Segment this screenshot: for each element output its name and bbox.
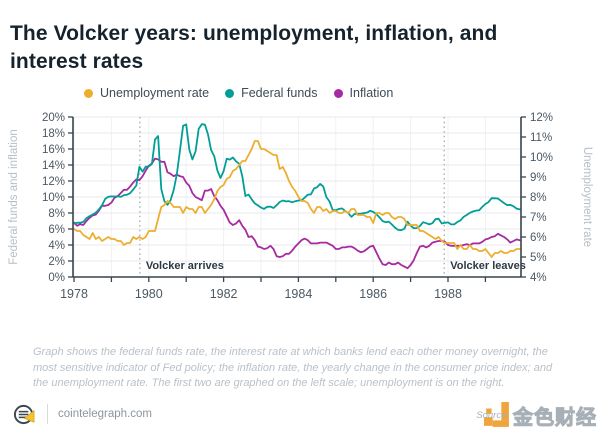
legend: Unemployment rate Federal funds Inflatio… xyxy=(84,86,393,100)
svg-text:1988: 1988 xyxy=(434,287,462,301)
svg-text:4%: 4% xyxy=(530,272,547,284)
legend-item-unemployment: Unemployment rate xyxy=(84,86,209,100)
svg-text:1984: 1984 xyxy=(284,287,312,301)
jinse-logo-icon xyxy=(484,402,509,427)
svg-text:Volcker leaves: Volcker leaves xyxy=(450,260,526,272)
svg-text:12%: 12% xyxy=(530,112,553,124)
footer: cointelegraph.com xyxy=(13,399,587,429)
svg-text:20%: 20% xyxy=(42,112,65,124)
svg-text:2%: 2% xyxy=(48,256,65,268)
svg-text:Unemployment rate: Unemployment rate xyxy=(581,147,593,247)
legend-item-inflation: Inflation xyxy=(333,86,394,100)
svg-text:14%: 14% xyxy=(42,160,65,172)
svg-text:8%: 8% xyxy=(530,192,547,204)
source-label: Source: xyxy=(476,410,509,421)
legend-label: Inflation xyxy=(349,86,394,100)
svg-text:6%: 6% xyxy=(530,232,547,244)
svg-text:1982: 1982 xyxy=(210,287,238,301)
svg-text:4%: 4% xyxy=(48,240,65,252)
footer-divider xyxy=(47,404,48,424)
legend-label: Federal funds xyxy=(241,86,318,100)
cointelegraph-link[interactable]: cointelegraph.com xyxy=(58,408,152,420)
chart-footnote: Graph shows the federal funds rate, the … xyxy=(33,346,553,389)
cointelegraph-logo-icon xyxy=(13,404,35,424)
svg-text:18%: 18% xyxy=(42,128,65,140)
svg-text:11%: 11% xyxy=(530,132,552,144)
svg-text:1978: 1978 xyxy=(60,287,88,301)
svg-text:12%: 12% xyxy=(42,176,65,188)
federal-funds-dot-icon xyxy=(225,88,235,98)
svg-text:1986: 1986 xyxy=(359,287,387,301)
svg-text:7%: 7% xyxy=(530,212,547,224)
unemployment-dot-icon xyxy=(84,88,93,98)
legend-label: Unemployment rate xyxy=(100,86,210,100)
legend-item-federal-funds: Federal funds xyxy=(225,86,318,100)
svg-text:Federal funds and inflation: Federal funds and inflation xyxy=(8,129,20,265)
svg-text:10%: 10% xyxy=(530,152,553,164)
svg-text:5%: 5% xyxy=(530,252,547,264)
svg-text:9%: 9% xyxy=(530,172,547,184)
svg-text:16%: 16% xyxy=(42,144,65,156)
svg-text:10%: 10% xyxy=(42,192,65,204)
inflation-dot-icon xyxy=(333,88,343,98)
svg-text:6%: 6% xyxy=(48,224,65,236)
page-title: The Volcker years: unemployment, inflati… xyxy=(10,22,498,74)
jinse-brand-text: 金色财经 xyxy=(513,406,597,429)
svg-text:Volcker arrives: Volcker arrives xyxy=(146,260,224,272)
svg-text:0%: 0% xyxy=(48,272,65,284)
svg-text:1980: 1980 xyxy=(135,287,163,301)
jinse-watermark: Source: 金色财经 xyxy=(476,400,597,430)
svg-text:8%: 8% xyxy=(48,208,65,220)
